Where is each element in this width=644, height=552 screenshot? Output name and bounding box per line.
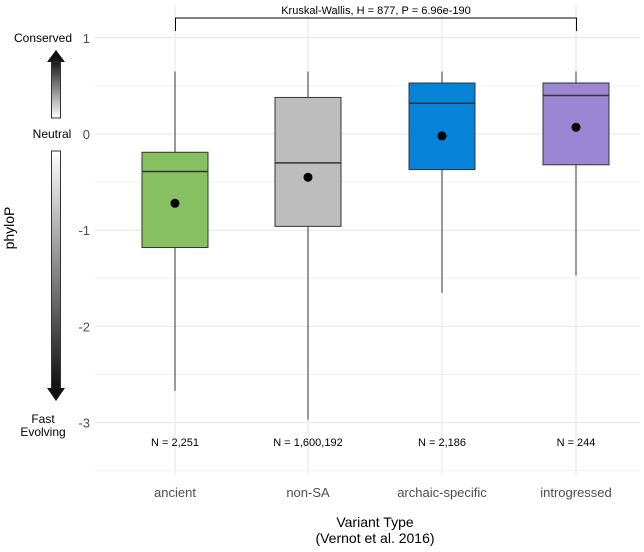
significance-bracket bbox=[175, 17, 577, 31]
x-tick-label: non-SA bbox=[286, 485, 330, 500]
x-tick-labels: ancient non-SA archaic-specific introgresse… bbox=[154, 485, 612, 500]
x-tick-label: archaic-specific bbox=[397, 485, 487, 500]
kruskal-wallis-annotation: Kruskal-Wallis, H = 877, P = 6.96e-190 bbox=[281, 5, 471, 17]
fast-evolving-arrow-icon bbox=[47, 388, 65, 401]
y-tick-label: -3 bbox=[78, 416, 90, 431]
x-tick-label: ancient bbox=[154, 485, 196, 500]
y-tick-labels: 1 0 -1 -2 -3 bbox=[78, 31, 90, 431]
mean-point bbox=[571, 122, 581, 132]
box-non-SA bbox=[274, 71, 342, 420]
box-ancient bbox=[141, 71, 209, 391]
n-count-label: N = 2,186 bbox=[418, 437, 466, 449]
n-count-label: N = 2,251 bbox=[151, 437, 199, 449]
legend-neutral-label: Neutral bbox=[33, 127, 72, 141]
legend-fast-label: Fast bbox=[31, 412, 55, 426]
x-axis-title: Variant Type bbox=[336, 514, 414, 530]
legend-evolving-label: Evolving bbox=[20, 425, 65, 439]
conserved-gradient-bar bbox=[51, 61, 61, 119]
box-archaic-specific bbox=[408, 71, 476, 293]
x-axis-subtitle: (Vernot et al. 2016) bbox=[315, 530, 434, 546]
n-count-label: N = 1,600,192 bbox=[273, 437, 342, 449]
fast-evolving-gradient-bar bbox=[51, 150, 61, 389]
y-tick-label: 1 bbox=[83, 31, 90, 46]
n-count-label: N = 244 bbox=[557, 437, 596, 449]
x-tick-label: introgressed bbox=[540, 485, 612, 500]
box-rect bbox=[408, 82, 476, 171]
conservation-legend: Conserved Neutral Fast Evolving bbox=[14, 31, 72, 439]
legend-conserved-label: Conserved bbox=[14, 31, 72, 45]
boxes-group bbox=[141, 71, 610, 420]
n-labels: N = 2,251 N = 1,600,192 N = 2,186 N = 244 bbox=[151, 437, 595, 449]
y-axis-title: phyloP bbox=[1, 207, 17, 250]
mean-point bbox=[437, 131, 447, 141]
y-tick-label: -2 bbox=[78, 319, 90, 334]
y-tick-label: 0 bbox=[83, 127, 90, 142]
conserved-arrow-icon bbox=[47, 50, 65, 62]
box-rect bbox=[274, 96, 342, 227]
y-tick-label: -1 bbox=[78, 223, 90, 238]
mean-point bbox=[170, 198, 180, 208]
mean-point bbox=[303, 172, 313, 182]
box-introgressed bbox=[542, 71, 610, 276]
